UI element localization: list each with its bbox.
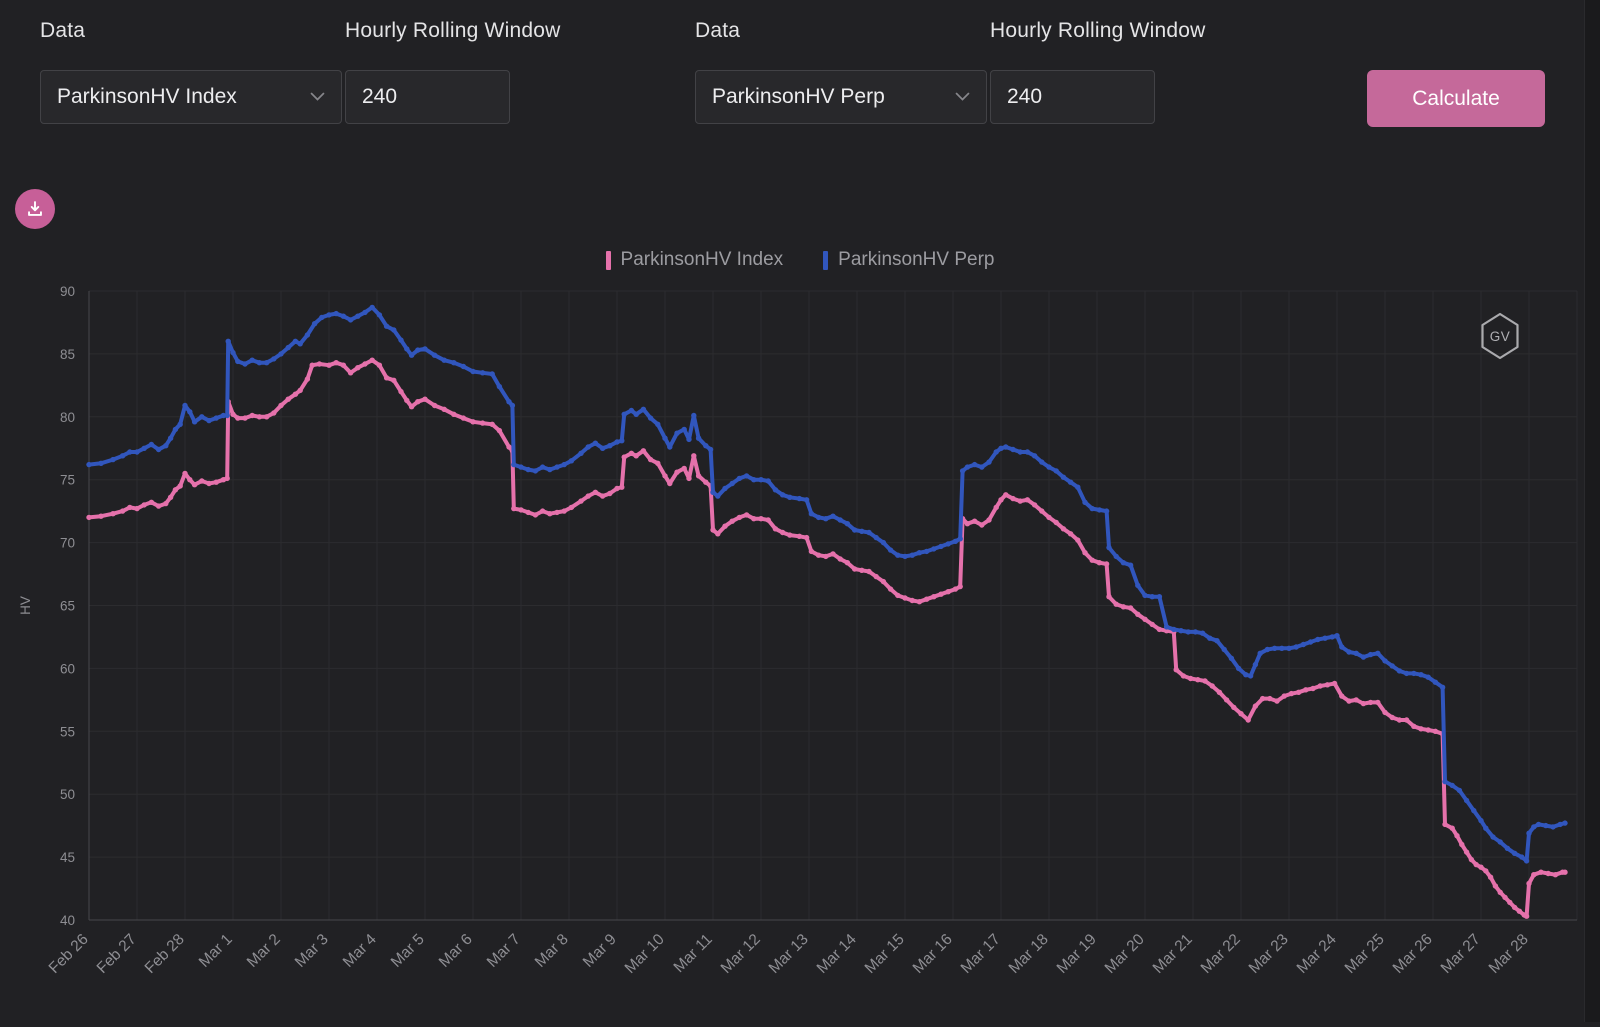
svg-text:Mar 20: Mar 20 xyxy=(1102,931,1148,977)
svg-text:Mar 8: Mar 8 xyxy=(532,931,572,971)
legend-label-perp: ParkinsonHV Perp xyxy=(838,249,995,270)
legend-label-index: ParkinsonHV Index xyxy=(620,249,784,270)
svg-text:45: 45 xyxy=(60,850,75,865)
chevron-down-icon xyxy=(294,92,325,102)
y-gridlines xyxy=(89,290,1577,921)
svg-text:80: 80 xyxy=(60,410,75,425)
svg-text:75: 75 xyxy=(60,473,75,488)
svg-text:Mar 9: Mar 9 xyxy=(580,931,620,971)
svg-text:Mar 13: Mar 13 xyxy=(766,931,812,977)
svg-text:Mar 27: Mar 27 xyxy=(1438,931,1484,977)
data2-selected-value: ParkinsonHV Perp xyxy=(712,85,885,108)
window2-input[interactable] xyxy=(990,70,1155,124)
x-axis-tick-labels: Feb 26 Feb 27 Feb 28 Mar 1 Mar 2 Mar 3 Mar 4 Ma… xyxy=(46,931,1532,977)
data1-selected-value: ParkinsonHV Index xyxy=(57,85,237,108)
gv-watermark-logo: GV xyxy=(1481,312,1519,360)
svg-text:Mar 4: Mar 4 xyxy=(340,931,380,971)
window2-label: Hourly Rolling Window xyxy=(990,19,1206,42)
svg-text:GV: GV xyxy=(1490,329,1511,344)
chart-legend: ParkinsonHV Index ParkinsonHV Perp xyxy=(0,249,1600,271)
axes xyxy=(88,291,1577,921)
svg-text:Mar 5: Mar 5 xyxy=(388,931,428,971)
svg-text:Mar 28: Mar 28 xyxy=(1486,931,1532,977)
svg-text:Mar 3: Mar 3 xyxy=(292,931,332,971)
svg-text:Mar 12: Mar 12 xyxy=(718,931,764,977)
series-parkinsonhv-index xyxy=(86,357,1568,919)
chevron-down-icon xyxy=(939,92,970,102)
legend-swatch-index xyxy=(605,250,611,270)
series-parkinsonhv-perp xyxy=(86,304,1568,864)
calculate-button[interactable]: Calculate xyxy=(1367,70,1545,127)
svg-text:Mar 25: Mar 25 xyxy=(1342,931,1388,977)
svg-text:Mar 16: Mar 16 xyxy=(910,931,956,977)
svg-text:Mar 19: Mar 19 xyxy=(1054,931,1100,977)
svg-text:Mar 11: Mar 11 xyxy=(671,931,716,976)
y-axis-tick-labels: 40 45 50 55 60 65 70 75 80 85 90 xyxy=(60,284,75,928)
legend-item-parkinsonhv-index[interactable]: ParkinsonHV Index xyxy=(605,249,784,271)
svg-text:40: 40 xyxy=(60,913,75,928)
svg-text:65: 65 xyxy=(60,599,75,614)
svg-text:60: 60 xyxy=(60,661,75,676)
svg-text:Mar 23: Mar 23 xyxy=(1246,931,1292,977)
svg-text:Feb 27: Feb 27 xyxy=(94,931,140,977)
y-axis-title: HV xyxy=(18,596,33,615)
legend-item-parkinsonhv-perp[interactable]: ParkinsonHV Perp xyxy=(823,249,994,271)
data2-select[interactable]: ParkinsonHV Perp xyxy=(695,70,987,124)
svg-text:85: 85 xyxy=(60,347,75,362)
svg-text:55: 55 xyxy=(60,724,75,739)
svg-text:Mar 18: Mar 18 xyxy=(1006,931,1052,977)
svg-text:Mar 1: Mar 1 xyxy=(196,931,236,971)
window1-input[interactable] xyxy=(345,70,510,124)
svg-text:Mar 7: Mar 7 xyxy=(484,931,524,971)
svg-text:Mar 26: Mar 26 xyxy=(1390,931,1436,977)
panel-edge xyxy=(1584,0,1600,1022)
svg-text:50: 50 xyxy=(60,787,75,802)
hv-line-chart: 40 45 50 55 60 65 70 75 80 85 90 Feb 26 Feb 27 Feb 28… xyxy=(0,240,1600,1022)
svg-text:Feb 28: Feb 28 xyxy=(142,931,188,977)
data1-label: Data xyxy=(40,19,86,42)
svg-text:Feb 26: Feb 26 xyxy=(46,931,92,977)
download-chart-button[interactable] xyxy=(15,189,55,229)
svg-text:Mar 24: Mar 24 xyxy=(1294,931,1340,977)
svg-text:Mar 17: Mar 17 xyxy=(958,931,1004,977)
legend-swatch-perp xyxy=(823,250,829,270)
data2-label: Data xyxy=(695,19,741,42)
chart-canvas: 40 45 50 55 60 65 70 75 80 85 90 Feb 26 Feb 27 Feb 28… xyxy=(18,284,1578,977)
svg-text:70: 70 xyxy=(60,536,75,551)
svg-text:Mar 2: Mar 2 xyxy=(244,931,284,971)
svg-text:Mar 15: Mar 15 xyxy=(862,931,908,977)
svg-text:Mar 6: Mar 6 xyxy=(436,931,476,971)
download-icon xyxy=(24,198,46,220)
window1-label: Hourly Rolling Window xyxy=(345,19,561,42)
svg-text:90: 90 xyxy=(60,284,75,299)
svg-text:Mar 10: Mar 10 xyxy=(622,931,668,977)
svg-text:Mar 22: Mar 22 xyxy=(1198,931,1244,977)
data1-select[interactable]: ParkinsonHV Index xyxy=(40,70,342,124)
svg-text:Mar 14: Mar 14 xyxy=(814,931,860,977)
svg-text:Mar 21: Mar 21 xyxy=(1150,931,1196,977)
